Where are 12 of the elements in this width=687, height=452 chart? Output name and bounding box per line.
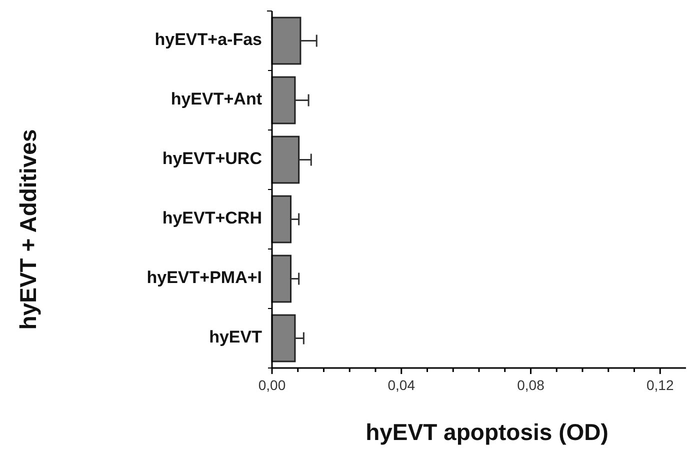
y-tick-label: hyEVT+a-Fas (154, 30, 262, 50)
y-tick-label: hyEVT+Ant (170, 90, 262, 109)
x-tick-label: 0,04 (388, 377, 416, 393)
y-tick-label: hyEVT (209, 328, 263, 347)
x-tick-label: 0,08 (517, 377, 545, 393)
x-tick-label: 0,00 (258, 377, 286, 393)
y-tick-label: hyEVT+URC (162, 149, 262, 168)
x-axis-title: hyEVT apoptosis (OD) (366, 419, 608, 445)
y-tick-label: hyEVT+CRH (162, 208, 262, 228)
y-tick-label: hyEVT+PMA+I (146, 268, 262, 288)
x-tick-label: 0,12 (646, 377, 674, 393)
y-axis-title: hyEVT + Additives (15, 129, 41, 330)
